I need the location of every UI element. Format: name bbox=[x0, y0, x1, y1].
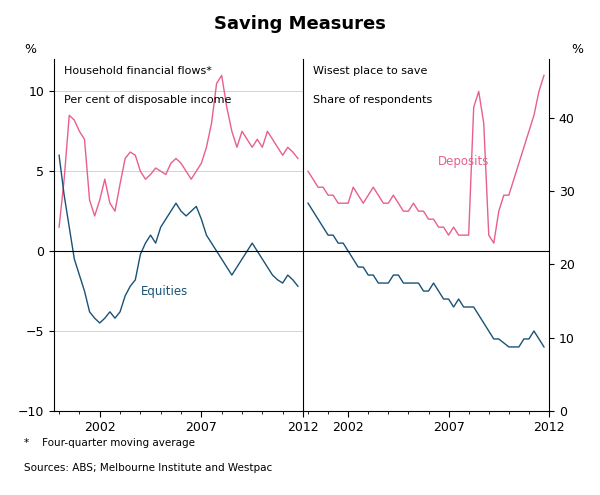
Text: %: % bbox=[571, 43, 583, 56]
Text: %: % bbox=[24, 43, 36, 56]
Text: *    Four-quarter moving average: * Four-quarter moving average bbox=[24, 438, 195, 448]
Text: Household financial flows*: Household financial flows* bbox=[64, 66, 212, 76]
Text: Wisest place to save: Wisest place to save bbox=[313, 66, 427, 76]
Text: Sources: ABS; Melbourne Institute and Westpac: Sources: ABS; Melbourne Institute and We… bbox=[24, 463, 272, 473]
Text: Share of respondents: Share of respondents bbox=[313, 95, 432, 104]
Text: Equities: Equities bbox=[141, 285, 188, 298]
Text: Saving Measures: Saving Measures bbox=[214, 15, 386, 33]
Text: Deposits: Deposits bbox=[438, 155, 490, 168]
Text: Per cent of disposable income: Per cent of disposable income bbox=[64, 95, 232, 104]
